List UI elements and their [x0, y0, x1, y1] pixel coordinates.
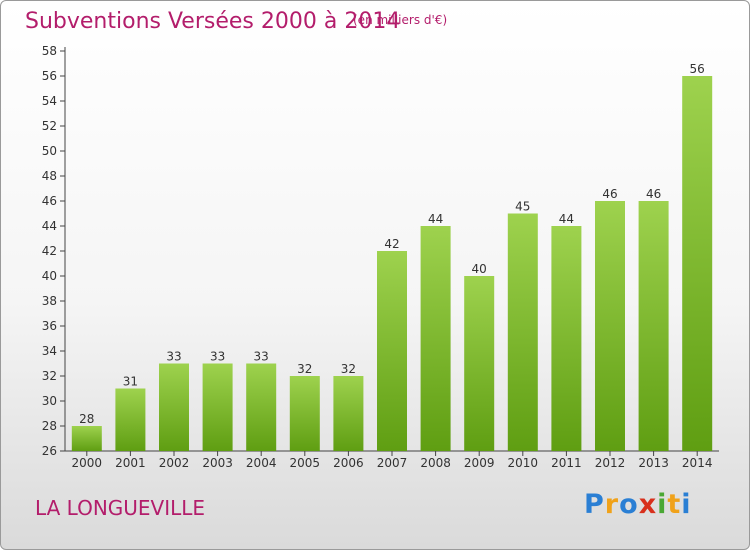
logo-letter: P — [584, 489, 605, 520]
logo-letter: t — [667, 489, 682, 520]
x-tick-label: 2012 — [595, 456, 626, 470]
logo-letter: i — [657, 489, 668, 520]
data-label: 56 — [690, 62, 705, 76]
data-label: 46 — [602, 187, 617, 201]
x-tick-label: 2006 — [333, 456, 364, 470]
y-tick-label: 36 — [42, 319, 57, 333]
data-label: 31 — [123, 375, 138, 389]
x-tick-label: 2003 — [202, 456, 233, 470]
bar-2007 — [377, 251, 407, 451]
bar-2001 — [115, 388, 146, 451]
bar-2004 — [246, 363, 277, 451]
data-label: 44 — [428, 212, 443, 226]
y-tick-label: 26 — [42, 444, 57, 458]
logo-letter: i — [681, 489, 692, 520]
x-tick-label: 2001 — [115, 456, 146, 470]
chart-unit: (en milliers d'€) — [353, 13, 448, 27]
bar-2013 — [638, 201, 669, 451]
bar-2006 — [333, 376, 364, 451]
data-label: 40 — [472, 262, 487, 276]
bar-2012 — [595, 201, 625, 451]
x-tick-label: 2013 — [638, 456, 669, 470]
proxiti-logo: Proxiti — [584, 489, 692, 520]
data-label: 32 — [341, 362, 356, 376]
bar-2009 — [464, 276, 495, 451]
bar-2003 — [202, 363, 233, 451]
bar-2000 — [71, 426, 102, 451]
y-tick-label: 28 — [42, 419, 57, 433]
data-label: 44 — [559, 212, 574, 226]
y-tick-label: 52 — [42, 119, 57, 133]
x-tick-label: 2002 — [159, 456, 190, 470]
x-tick-label: 2000 — [72, 456, 103, 470]
commune-name: LA LONGUEVILLE — [35, 496, 206, 520]
data-label: 33 — [166, 350, 181, 364]
y-tick-label: 48 — [42, 169, 57, 183]
bar-2008 — [420, 226, 451, 451]
y-tick-label: 56 — [42, 69, 57, 83]
data-label: 45 — [515, 200, 530, 214]
logo-letter: x — [638, 489, 658, 520]
chart-title: Subventions Versées 2000 à 2014 — [25, 9, 401, 34]
bar-2011 — [551, 226, 582, 451]
data-label: 33 — [254, 350, 269, 364]
y-tick-label: 30 — [42, 394, 57, 408]
x-tick-label: 2011 — [551, 456, 582, 470]
x-tick-label: 2007 — [377, 456, 408, 470]
x-tick-label: 2014 — [682, 456, 713, 470]
data-label: 46 — [646, 187, 661, 201]
x-tick-label: 2004 — [246, 456, 277, 470]
bar-2005 — [289, 376, 320, 451]
y-tick-label: 46 — [42, 194, 57, 208]
y-tick-label: 42 — [42, 244, 57, 258]
data-label: 42 — [384, 237, 399, 251]
y-tick-label: 58 — [42, 44, 57, 58]
bar-2010 — [507, 213, 538, 451]
y-tick-label: 38 — [42, 294, 57, 308]
y-tick-label: 40 — [42, 269, 57, 283]
x-tick-label: 2009 — [464, 456, 495, 470]
data-label: 32 — [297, 362, 312, 376]
bar-2002 — [159, 363, 189, 451]
y-tick-label: 34 — [42, 344, 57, 358]
y-tick-label: 44 — [42, 219, 57, 233]
y-tick-label: 50 — [42, 144, 57, 158]
data-label: 28 — [79, 412, 94, 426]
y-tick-label: 32 — [42, 369, 57, 383]
bar-2014 — [682, 76, 713, 451]
x-tick-label: 2005 — [290, 456, 321, 470]
logo-letter: o — [619, 489, 639, 520]
logo-letter: r — [604, 489, 620, 520]
data-label: 33 — [210, 350, 225, 364]
x-tick-label: 2010 — [508, 456, 539, 470]
y-tick-label: 54 — [42, 94, 57, 108]
x-tick-label: 2008 — [420, 456, 451, 470]
